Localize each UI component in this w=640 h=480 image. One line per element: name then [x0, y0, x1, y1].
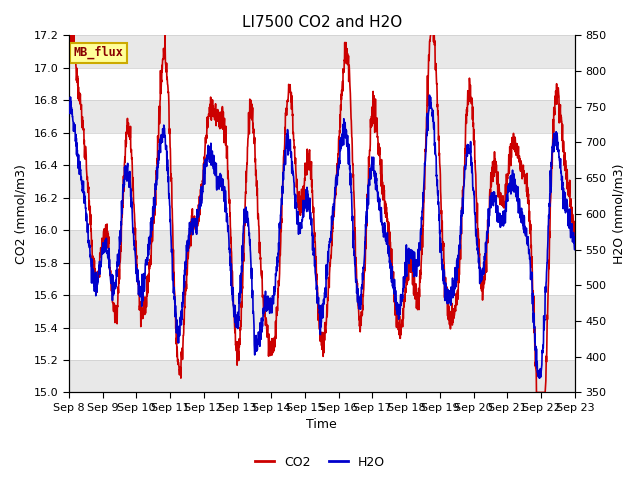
H2O: [65, 103, 73, 108]
CO2: [469, 104, 477, 110]
Y-axis label: H2O (mmol/m3): H2O (mmol/m3): [612, 164, 625, 264]
Legend: CO2, H2O: CO2, H2O: [250, 451, 390, 474]
H2O: [206, 151, 214, 157]
CO2: [206, 101, 214, 107]
Bar: [69, 295, 575, 327]
H2O: [541, 317, 548, 323]
Bar: [69, 36, 575, 68]
CO2: [527, 228, 534, 233]
Line: H2O: H2O: [69, 95, 575, 378]
Title: LI7500 CO2 and H2O: LI7500 CO2 and H2O: [242, 15, 402, 30]
CO2: [67, 24, 75, 30]
Y-axis label: CO2 (mmol/m3): CO2 (mmol/m3): [15, 164, 28, 264]
CO2: [337, 124, 344, 130]
H2O: [348, 187, 355, 192]
Line: CO2: CO2: [69, 27, 575, 393]
H2O: [571, 234, 579, 240]
CO2: [571, 240, 579, 245]
X-axis label: Time: Time: [307, 419, 337, 432]
Text: MB_flux: MB_flux: [74, 46, 124, 60]
Bar: [69, 230, 575, 263]
H2O: [527, 264, 534, 269]
Bar: [69, 360, 575, 393]
H2O: [426, 92, 433, 98]
H2O: [536, 375, 543, 381]
Bar: [69, 165, 575, 198]
Bar: [69, 100, 575, 133]
H2O: [469, 184, 477, 190]
H2O: [336, 137, 344, 143]
CO2: [541, 390, 548, 396]
CO2: [348, 118, 355, 123]
CO2: [532, 390, 540, 396]
CO2: [65, 50, 73, 56]
